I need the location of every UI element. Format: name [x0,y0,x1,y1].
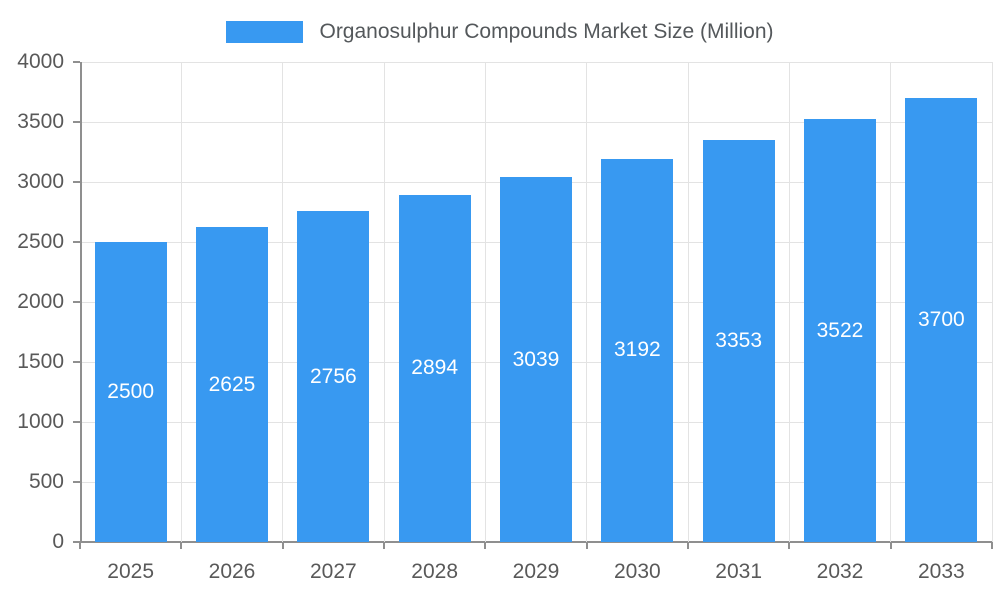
y-tick-mark [73,181,80,183]
bar: 3039 [500,177,572,542]
y-tick-label: 1500 [17,350,64,373]
v-gridline [991,62,993,542]
bar: 2500 [94,242,167,542]
bar: 3353 [702,139,775,542]
x-tick-mark [788,542,791,549]
x-tick-mark [687,542,689,549]
y-tick-mark [73,361,80,363]
bar-value-label: 3353 [715,328,763,352]
bar-value-label: 2500 [107,380,155,403]
x-tick-mark [585,542,588,549]
y-tick-label: 3500 [17,110,64,133]
y-tick-mark [73,301,80,303]
bar: 3522 [804,119,876,542]
bar-value-label: 3522 [816,318,864,342]
bar-value-label: 2625 [208,372,256,396]
x-tick-label: 2025 [107,560,155,583]
bar-value-label: 3192 [613,338,661,362]
x-axis-line [80,541,992,543]
v-gridline [383,62,385,542]
x-tick-mark [180,542,183,549]
h-gridline [80,61,992,63]
y-tick-mark [73,421,80,423]
y-tick-mark [73,481,80,483]
x-tick-label: 2029 [512,560,560,583]
bar: 2756 [297,211,370,542]
v-gridline [586,62,588,542]
v-gridline [687,62,689,542]
bar-value-label: 2894 [411,356,459,380]
y-tick-label: 500 [28,470,64,493]
x-tick-label: 2032 [816,560,864,583]
y-tick-label: 2500 [17,230,64,253]
bar: 2625 [196,227,268,542]
y-tick-label: 4000 [17,50,64,73]
y-tick-mark [73,121,80,123]
x-tick-mark [79,542,81,549]
y-tick-label: 0 [52,530,64,553]
y-tick-label: 1000 [17,410,64,433]
v-gridline [180,62,182,542]
v-gridline [788,62,790,542]
bar: 2894 [398,194,471,542]
bar-value-label: 3039 [512,347,560,371]
v-gridline [484,62,486,542]
y-axis-line [80,62,82,542]
y-tick-mark [73,241,80,243]
y-tick-mark [73,61,80,63]
x-tick-label: 2028 [411,560,459,583]
legend-swatch-icon [226,21,304,43]
chart-legend: Organosulphur Compounds Market Size (Mil… [0,20,1000,44]
x-tick-label: 2031 [715,560,763,583]
x-tick-mark [484,542,487,549]
v-gridline [282,62,284,542]
plot-area: 2500 2625 2756 2894 3039 3192 3353 3522 3700 [80,61,993,543]
x-tick-mark [889,542,892,549]
x-tick-mark [281,542,284,549]
v-gridline [890,62,892,542]
h-gridline [80,121,992,123]
x-tick-label: 2030 [613,560,661,583]
bar: 3700 [905,98,978,542]
x-tick-label: 2033 [917,560,965,583]
bar: 3192 [601,158,674,542]
x-tick-mark [991,542,993,549]
y-tick-label: 3000 [17,170,64,193]
y-tick-mark [73,541,80,543]
chart-title: Organosulphur Compounds Market Size (Mil… [319,20,774,43]
x-tick-mark [383,542,385,549]
y-tick-label: 2000 [17,290,64,313]
bar-value-label: 3700 [917,308,965,331]
bar-value-label: 2756 [309,364,357,388]
x-tick-label: 2027 [309,560,357,583]
x-tick-label: 2026 [208,560,256,583]
